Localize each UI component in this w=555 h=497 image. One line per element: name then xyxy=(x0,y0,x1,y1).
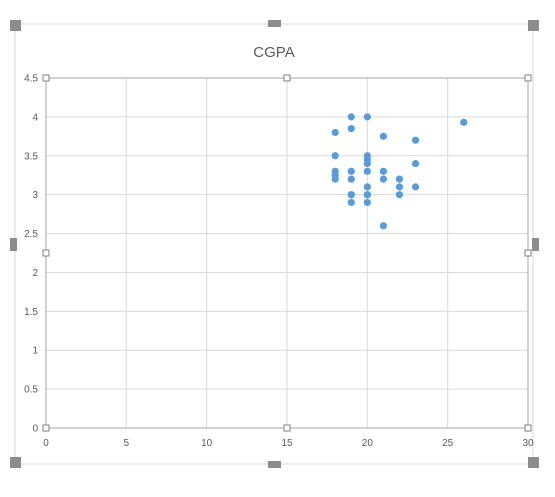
data-point[interactable] xyxy=(460,119,467,126)
data-point[interactable] xyxy=(364,160,371,167)
plot-handle-top-center[interactable] xyxy=(284,75,290,81)
data-point[interactable] xyxy=(364,168,371,175)
plot-handle-top-right[interactable] xyxy=(525,75,531,81)
x-tick-label: 30 xyxy=(522,438,534,449)
data-point[interactable] xyxy=(396,191,403,198)
plot-handle-middle-left[interactable] xyxy=(43,250,49,256)
x-tick-label: 5 xyxy=(124,438,130,449)
data-point[interactable] xyxy=(348,125,355,132)
x-tick-label: 15 xyxy=(281,438,293,449)
plot-handle-bottom-right[interactable] xyxy=(525,425,531,431)
data-point[interactable] xyxy=(364,191,371,198)
plot-handle-bottom-left[interactable] xyxy=(43,425,49,431)
resize-handle-middle-right[interactable] xyxy=(532,238,539,251)
data-point[interactable] xyxy=(348,168,355,175)
data-point[interactable] xyxy=(348,199,355,206)
x-tick-label: 20 xyxy=(362,438,374,449)
chart-title[interactable]: CGPA xyxy=(253,44,294,61)
resize-handle-middle-left[interactable] xyxy=(10,238,17,251)
data-point[interactable] xyxy=(396,176,403,183)
x-tick-label: 10 xyxy=(201,438,213,449)
x-tick-label: 25 xyxy=(442,438,454,449)
data-point[interactable] xyxy=(348,191,355,198)
data-point[interactable] xyxy=(380,133,387,140)
data-point[interactable] xyxy=(332,176,339,183)
resize-handle-bottom-left[interactable] xyxy=(10,457,21,468)
plot-handle-bottom-center[interactable] xyxy=(284,425,290,431)
y-tick-label: 3.5 xyxy=(24,151,38,162)
data-point[interactable] xyxy=(412,137,419,144)
data-point[interactable] xyxy=(396,183,403,190)
plot-handle-top-left[interactable] xyxy=(43,75,49,81)
data-point[interactable] xyxy=(364,183,371,190)
data-point[interactable] xyxy=(364,199,371,206)
y-tick-label: 2 xyxy=(32,268,38,279)
chart-frame[interactable] xyxy=(15,24,533,464)
plot-handle-middle-right[interactable] xyxy=(525,250,531,256)
resize-handle-bottom-right[interactable] xyxy=(528,457,539,468)
y-tick-label: 0.5 xyxy=(24,385,38,396)
y-tick-label: 2.5 xyxy=(24,229,38,240)
y-tick-label: 4.5 xyxy=(24,74,38,85)
data-point[interactable] xyxy=(380,168,387,175)
data-point[interactable] xyxy=(412,183,419,190)
resize-handle-top-right[interactable] xyxy=(528,20,539,31)
data-point[interactable] xyxy=(364,113,371,120)
data-point[interactable] xyxy=(380,176,387,183)
data-point[interactable] xyxy=(332,129,339,136)
data-point[interactable] xyxy=(348,113,355,120)
data-point[interactable] xyxy=(380,222,387,229)
y-tick-label: 3 xyxy=(32,190,38,201)
x-tick-label: 0 xyxy=(43,438,49,449)
y-tick-label: 1 xyxy=(32,346,38,357)
resize-handle-bottom-center[interactable] xyxy=(268,461,281,468)
resize-handle-top-left[interactable] xyxy=(10,20,21,31)
data-point[interactable] xyxy=(348,176,355,183)
data-point[interactable] xyxy=(332,152,339,159)
y-tick-label: 0 xyxy=(32,424,38,435)
y-tick-label: 4 xyxy=(32,112,38,123)
resize-handle-top-center[interactable] xyxy=(268,20,281,27)
data-point[interactable] xyxy=(412,160,419,167)
y-tick-label: 1.5 xyxy=(24,307,38,318)
